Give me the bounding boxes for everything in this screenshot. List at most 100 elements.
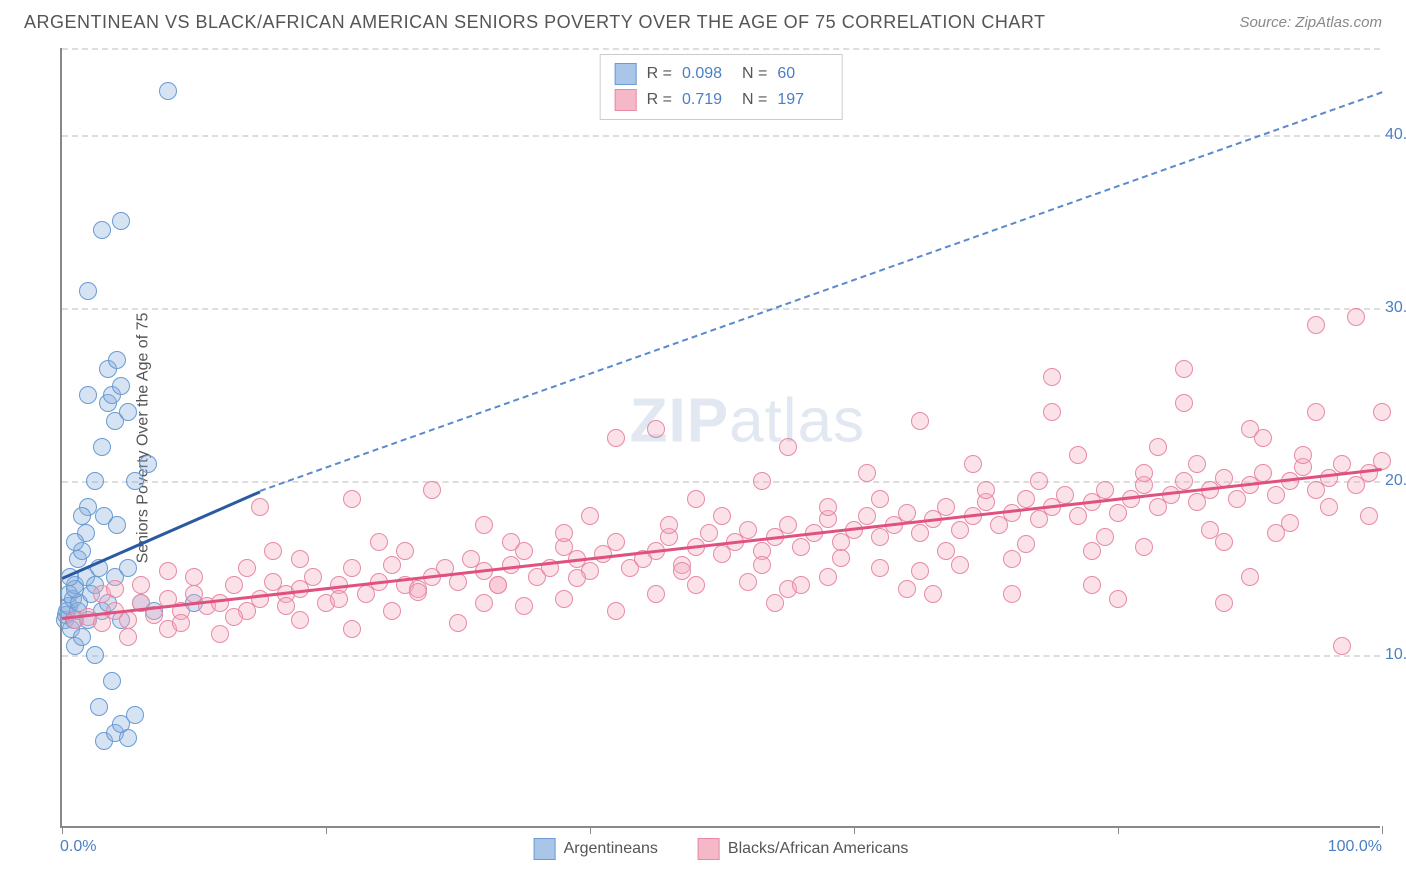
scatter-point [1254,464,1272,482]
scatter-point [475,516,493,534]
scatter-point [1030,472,1048,490]
scatter-point [126,472,144,490]
watermark-bold: ZIP [630,387,729,456]
scatter-point [502,533,520,551]
scatter-point [779,516,797,534]
scatter-point [1320,498,1338,516]
scatter-point [792,576,810,594]
scatter-point [1320,469,1338,487]
scatter-point [858,464,876,482]
x-tick-mark [1382,826,1383,834]
scatter-point [225,608,243,626]
scatter-point [779,438,797,456]
stat-label-r: R = [647,65,672,83]
scatter-point [607,429,625,447]
scatter-point [304,568,322,586]
scatter-point [119,628,137,646]
scatter-point [1373,403,1391,421]
scatter-point [119,729,137,747]
scatter-point [108,516,126,534]
scatter-point [1347,308,1365,326]
scatter-point [277,597,295,615]
scatter-point [898,504,916,522]
scatter-point [211,625,229,643]
chart-title: ARGENTINEAN VS BLACK/AFRICAN AMERICAN SE… [24,12,1046,33]
legend-swatch [698,838,720,860]
scatter-point [713,507,731,525]
scatter-point [119,559,137,577]
scatter-point [1003,550,1021,568]
scatter-point [1069,446,1087,464]
legend-series: Argentineans Blacks/African Americans [534,838,909,860]
y-tick-label: 10.0% [1385,646,1406,664]
scatter-point [871,559,889,577]
scatter-point [291,611,309,629]
scatter-point [343,559,361,577]
scatter-point [1175,394,1193,412]
gridline-h [62,135,1380,137]
scatter-point [86,646,104,664]
scatter-point [1135,538,1153,556]
scatter-point [238,559,256,577]
scatter-point [568,569,586,587]
chart-container: Seniors Poverty Over the Age of 75 ZIPat… [60,48,1380,828]
scatter-point [871,490,889,508]
scatter-point [106,580,124,598]
scatter-point [977,481,995,499]
scatter-point [898,580,916,598]
scatter-point [225,576,243,594]
scatter-point [93,221,111,239]
scatter-point [251,498,269,516]
scatter-point [73,507,91,525]
scatter-point [687,576,705,594]
scatter-point [66,533,84,551]
chart-header: ARGENTINEAN VS BLACK/AFRICAN AMERICAN SE… [0,0,1406,41]
scatter-point [1003,585,1021,603]
scatter-point [449,573,467,591]
scatter-point [1096,481,1114,499]
x-tick-mark [62,826,63,834]
scatter-point [409,583,427,601]
scatter-point [673,562,691,580]
scatter-point [159,562,177,580]
watermark-thin: atlas [729,387,865,456]
x-tick-mark [590,826,591,834]
scatter-point [112,377,130,395]
scatter-point [819,498,837,516]
x-tick-mark [326,826,327,834]
scatter-point [792,538,810,556]
scatter-point [951,521,969,539]
legend-stats-row: R =0.719N =197 [615,87,828,113]
scatter-point [132,576,150,594]
scatter-point [1056,486,1074,504]
scatter-point [90,698,108,716]
scatter-point [911,412,929,430]
scatter-point [911,562,929,580]
gridline-h [62,655,1380,657]
stat-label-r: R = [647,91,672,109]
legend-series-item: Argentineans [534,838,658,860]
scatter-point [383,556,401,574]
scatter-point [1215,533,1233,551]
scatter-point [937,498,955,516]
legend-series-item: Blacks/African Americans [698,838,909,860]
scatter-point [1043,403,1061,421]
scatter-point [119,403,137,421]
scatter-point [112,212,130,230]
scatter-point [103,672,121,690]
x-tick-mark [854,826,855,834]
scatter-point [924,585,942,603]
x-tick-label: 100.0% [1328,838,1382,856]
stat-label-n: N = [742,65,767,83]
scatter-point [1281,514,1299,532]
scatter-point [383,602,401,620]
scatter-point [1083,542,1101,560]
scatter-point [159,82,177,100]
scatter-point [1254,429,1272,447]
scatter-point [832,549,850,567]
scatter-point [1360,507,1378,525]
scatter-point [185,568,203,586]
scatter-point [126,706,144,724]
scatter-point [1215,594,1233,612]
y-tick-label: 30.0% [1385,299,1406,317]
